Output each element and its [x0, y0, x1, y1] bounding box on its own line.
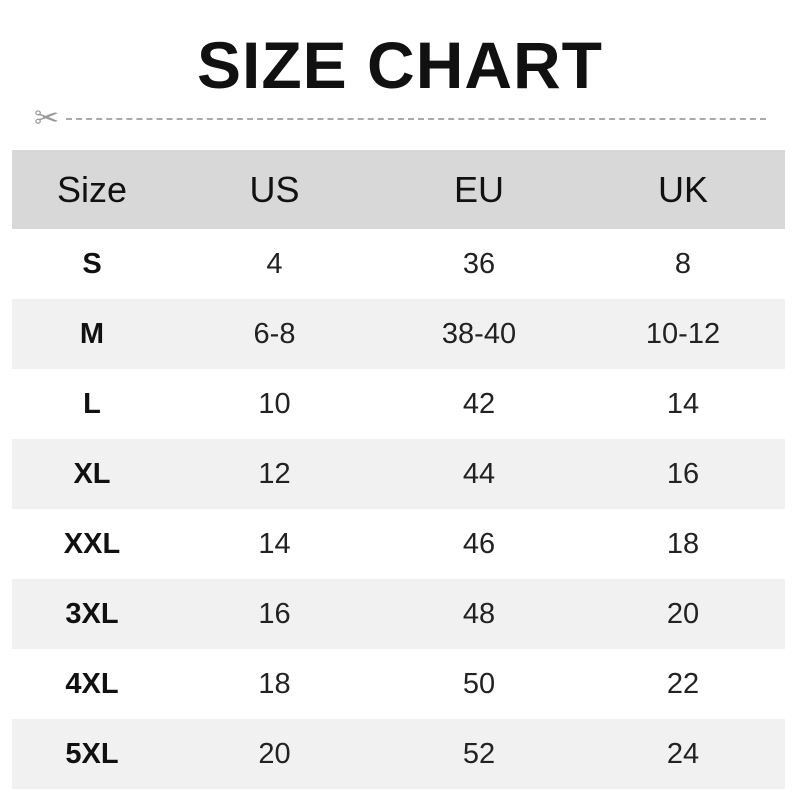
cell-eu: 48 [377, 579, 581, 649]
size-label: M [12, 299, 172, 369]
cell-us: 20 [172, 719, 377, 789]
table-row: S 4 36 8 [12, 229, 785, 299]
cell-uk: 18 [666, 527, 700, 560]
cell-eu: 42 [462, 387, 496, 420]
cell-uk: 10-12 [581, 299, 785, 369]
size-label: 5XL [12, 719, 172, 789]
column-header-us: US [172, 150, 377, 229]
table-row: 3XL 16 48 20 [12, 579, 785, 649]
column-header-size: Size [12, 150, 172, 229]
cell-uk: 20 [581, 579, 785, 649]
column-header-uk: UK [581, 150, 785, 229]
cell-uk: 8 [674, 247, 692, 280]
cell-us: 10 [258, 387, 291, 420]
cell-us: 14 [258, 527, 291, 560]
table-row: XL 12 44 16 [12, 439, 785, 509]
size-label: 3XL [12, 579, 172, 649]
header-row: Size US EU UK [12, 150, 785, 229]
column-header-eu: EU [377, 150, 581, 229]
table-row: L 10 42 14 [12, 369, 785, 439]
cell-uk: 14 [666, 387, 700, 420]
cell-us: 18 [258, 667, 291, 700]
scissors-icon: ✂ [34, 102, 60, 135]
cell-us: 4 [266, 247, 283, 280]
size-label: 4XL [65, 667, 119, 700]
size-label: S [82, 247, 102, 280]
cell-us: 16 [172, 579, 377, 649]
size-label: XXL [63, 527, 121, 560]
cell-eu: 36 [462, 247, 496, 280]
table-row: 5XL 20 52 24 [12, 719, 785, 789]
table-row: 4XL 18 50 22 [12, 649, 785, 719]
cell-eu: 46 [462, 527, 496, 560]
cell-us: 6-8 [172, 299, 377, 369]
table-row: M 6-8 38-40 10-12 [12, 299, 785, 369]
cell-uk: 24 [581, 719, 785, 789]
cell-eu: 50 [462, 667, 496, 700]
cell-eu: 44 [377, 439, 581, 509]
page-title: SIZE CHART [197, 28, 603, 102]
cell-eu: 38-40 [377, 299, 581, 369]
size-label: L [83, 387, 101, 420]
table-row: XXL 14 46 18 [12, 509, 785, 579]
cell-uk: 22 [666, 667, 700, 700]
cell-us: 12 [172, 439, 377, 509]
size-table: Size US EU UK S 4 36 8 M 6-8 38-40 10-12 L 10 42 14 XL 1… [12, 150, 785, 789]
size-label: XL [12, 439, 172, 509]
cell-eu: 52 [377, 719, 581, 789]
cut-line: ✂ [34, 104, 774, 134]
dashed-divider [66, 118, 766, 120]
cell-uk: 16 [581, 439, 785, 509]
